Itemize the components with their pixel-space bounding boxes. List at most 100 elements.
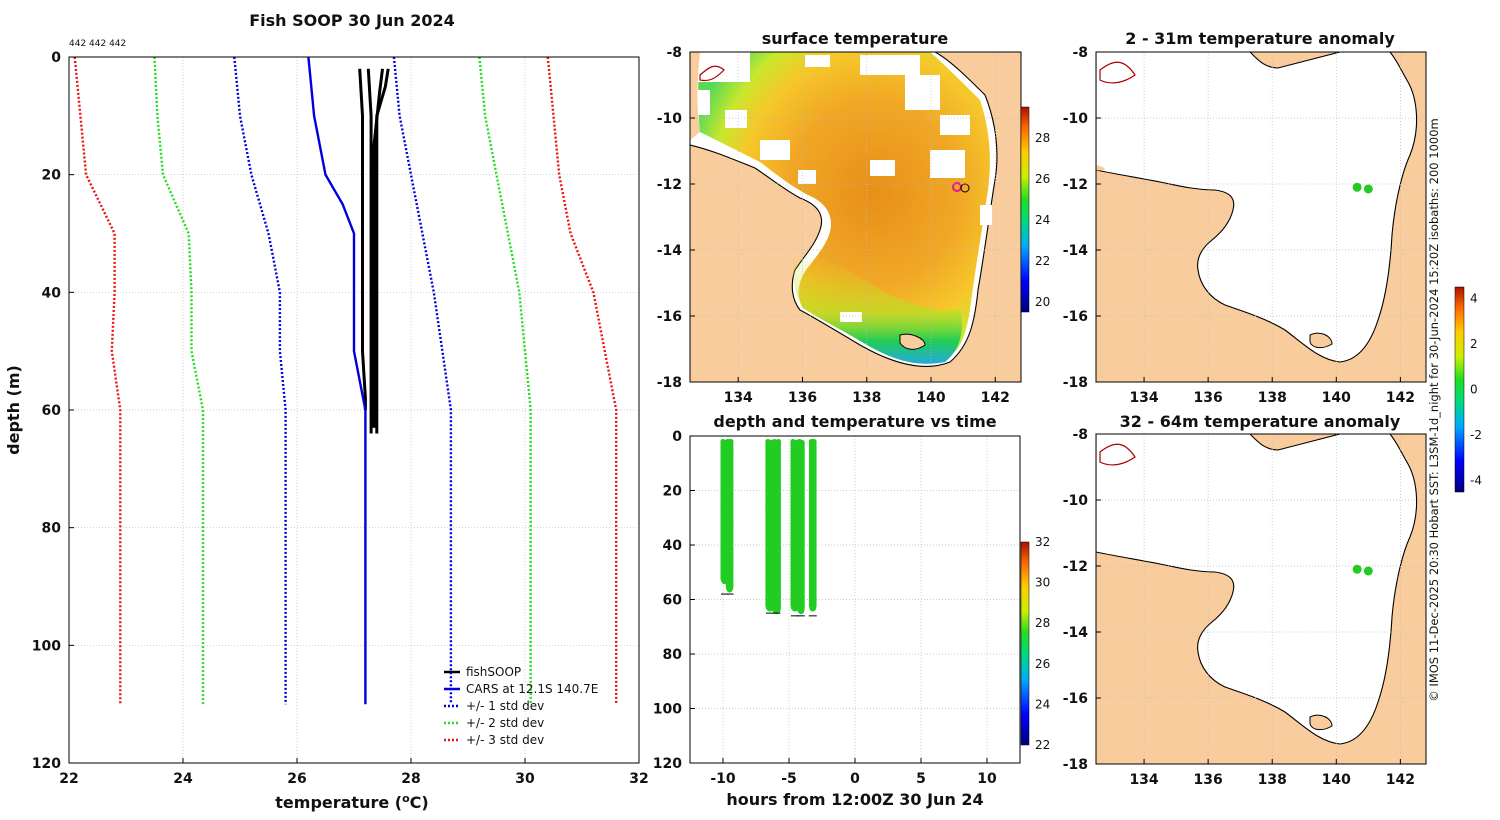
- depth-time-ytick-label: 80: [663, 647, 683, 663]
- surface-xtick-label: 142: [981, 390, 1010, 406]
- depth-time-colorbar-tick: 32: [1035, 535, 1050, 549]
- anomaly-deep-ytick-label: -8: [1072, 427, 1088, 443]
- legend-label: fishSOOP: [466, 665, 521, 679]
- anomaly-deep-title: 32 - 64m temperature anomaly: [1120, 412, 1401, 431]
- surface-ytick-label: -8: [666, 45, 682, 61]
- series-line--2-std-dev: [155, 57, 204, 704]
- anomaly-deep-xtick-label: 138: [1258, 772, 1287, 788]
- surface-colorbar-tick: 20: [1035, 295, 1050, 309]
- anomaly-colorbar-tick: 4: [1470, 291, 1478, 305]
- profile-ytick-label: 80: [42, 521, 62, 537]
- depth-time-chart: depth and temperature vs time -10 -5 0 5 10 …: [653, 412, 1051, 809]
- anomaly-shallow-ytick-label: -10: [1063, 111, 1089, 127]
- profile-xtick-label: 32: [629, 771, 648, 787]
- anomaly-deep-xtick-label: 140: [1322, 772, 1351, 788]
- surface-xtick-label: 140: [916, 390, 945, 406]
- surface-colorbar: [1021, 107, 1029, 312]
- depth-time-colorbar: [1021, 542, 1029, 745]
- legend-label: CARS at 12.1S 140.7E: [466, 682, 598, 696]
- profile-xtick-label: 26: [287, 771, 306, 787]
- cast-track: [793, 441, 797, 609]
- series-line--3-std-dev: [548, 57, 616, 704]
- cast-track: [768, 441, 772, 609]
- legend-label: +/- 1 std dev: [466, 699, 544, 713]
- surface-colorbar-tick: 22: [1035, 254, 1050, 268]
- anomaly-point: [1364, 184, 1373, 193]
- anomaly-colorbar-tick: -2: [1470, 428, 1482, 442]
- cast-track: [728, 441, 731, 590]
- anomaly-deep-xtick-label: 136: [1194, 772, 1223, 788]
- profile-xtick-label: 28: [401, 771, 420, 787]
- profile-xtick-label: 24: [173, 771, 193, 787]
- anomaly-point: [1353, 565, 1362, 574]
- profile-ytick-label: 20: [42, 168, 62, 184]
- profile-ytick-label: 60: [42, 403, 62, 419]
- depth-time-colorbar-tick: 30: [1035, 576, 1050, 590]
- depth-time-ytick-label: 120: [653, 756, 682, 772]
- legend-label: +/- 3 std dev: [466, 733, 544, 747]
- surface-xtick-label: 134: [724, 390, 753, 406]
- depth-time-xlabel: hours from 12:00Z 30 Jun 24: [726, 790, 983, 809]
- series-line--1-std-dev: [234, 57, 285, 704]
- depth-time-xtick-label: -10: [710, 771, 736, 787]
- surface-ytick-label: -18: [657, 375, 682, 391]
- series-line--1-std-dev: [394, 57, 451, 704]
- depth-time-title: depth and temperature vs time: [713, 412, 996, 431]
- anomaly-point: [1364, 566, 1373, 575]
- depth-time-colorbar-tick: 26: [1035, 657, 1050, 671]
- depth-time-xtick-label: 5: [916, 771, 926, 787]
- depth-time-xtick-label: 10: [977, 771, 997, 787]
- anomaly-deep-ytick-label: -16: [1063, 691, 1088, 707]
- surface-xtick-label: 136: [788, 390, 817, 406]
- anomaly-shallow-xtick-label: 136: [1194, 390, 1223, 406]
- depth-time-ytick-label: 20: [663, 484, 683, 500]
- surface-ytick-label: -10: [657, 111, 683, 127]
- profile-legend: fishSOOP CARS at 12.1S 140.7E +/- 1 std de…: [444, 665, 598, 747]
- anomaly-deep-ytick-label: -18: [1063, 757, 1088, 773]
- anomaly-shallow-xtick-label: 138: [1258, 390, 1287, 406]
- depth-time-colorbar-tick: 24: [1035, 697, 1050, 711]
- depth-time-xtick-label: -5: [781, 771, 797, 787]
- anomaly-deep-ytick-label: -10: [1063, 493, 1089, 509]
- profile-xtick-label: 30: [515, 771, 535, 787]
- cast-track: [811, 441, 814, 609]
- cast-track: [774, 441, 778, 611]
- profile-ytick-label: 120: [32, 756, 61, 772]
- series-line-fishsoop-4: [377, 69, 388, 434]
- surface-title: surface temperature: [762, 29, 949, 48]
- depth-time-ytick-label: 40: [663, 538, 683, 554]
- anomaly-deep-ytick-label: -14: [1063, 625, 1089, 641]
- surface-temperature-map: surface temperature: [657, 29, 1051, 406]
- series-line--3-std-dev: [75, 57, 121, 704]
- surface-ytick-label: -16: [657, 309, 682, 325]
- cast-track: [800, 441, 803, 611]
- depth-time-ytick-label: 100: [653, 702, 682, 718]
- profile-ylabel: depth (m): [4, 365, 23, 455]
- anomaly-shallow-xtick-label: 134: [1129, 390, 1158, 406]
- anomaly-colorbar-tick: 2: [1470, 337, 1478, 351]
- profile-top-label: 442 442 442: [69, 39, 126, 49]
- surface-colorbar-tick: 28: [1035, 131, 1050, 145]
- surface-xtick-label: 138: [852, 390, 881, 406]
- depth-time-colorbar-tick: 22: [1035, 738, 1050, 752]
- series-line-fishsoop-1: [360, 69, 366, 410]
- depth-time-ytick-label: 60: [663, 593, 683, 609]
- depth-time-xtick-label: 0: [850, 771, 860, 787]
- anomaly-shallow-ytick-label: -18: [1063, 375, 1088, 391]
- surface-ytick-label: -14: [657, 243, 683, 259]
- profile-title: Fish SOOP 30 Jun 2024: [249, 11, 455, 30]
- surface-colorbar-tick: 24: [1035, 213, 1050, 227]
- profile-ytick-label: 0: [51, 50, 61, 66]
- series-line-cars-at-12-1s-140-7e: [308, 57, 365, 704]
- anomaly-shallow-xtick-label: 142: [1386, 390, 1415, 406]
- profile-chart: Fish SOOP 30 Jun 2024 442 442 442 22 24 26…: [4, 11, 649, 812]
- profile-xtick-label: 22: [59, 771, 78, 787]
- series-line--2-std-dev: [479, 57, 530, 704]
- depth-time-ytick-label: 0: [672, 429, 682, 445]
- profile-ytick-label: 100: [32, 638, 61, 654]
- surface-ytick-label: -12: [657, 177, 682, 193]
- depth-time-colorbar-tick: 28: [1035, 616, 1050, 630]
- anomaly-colorbar-tick: -4: [1470, 474, 1482, 488]
- anomaly-shallow-ytick-label: -8: [1072, 45, 1088, 61]
- footer-credit: © IMOS 11-Dec-2025 20:30 Hobart SST: L3S…: [1427, 118, 1441, 701]
